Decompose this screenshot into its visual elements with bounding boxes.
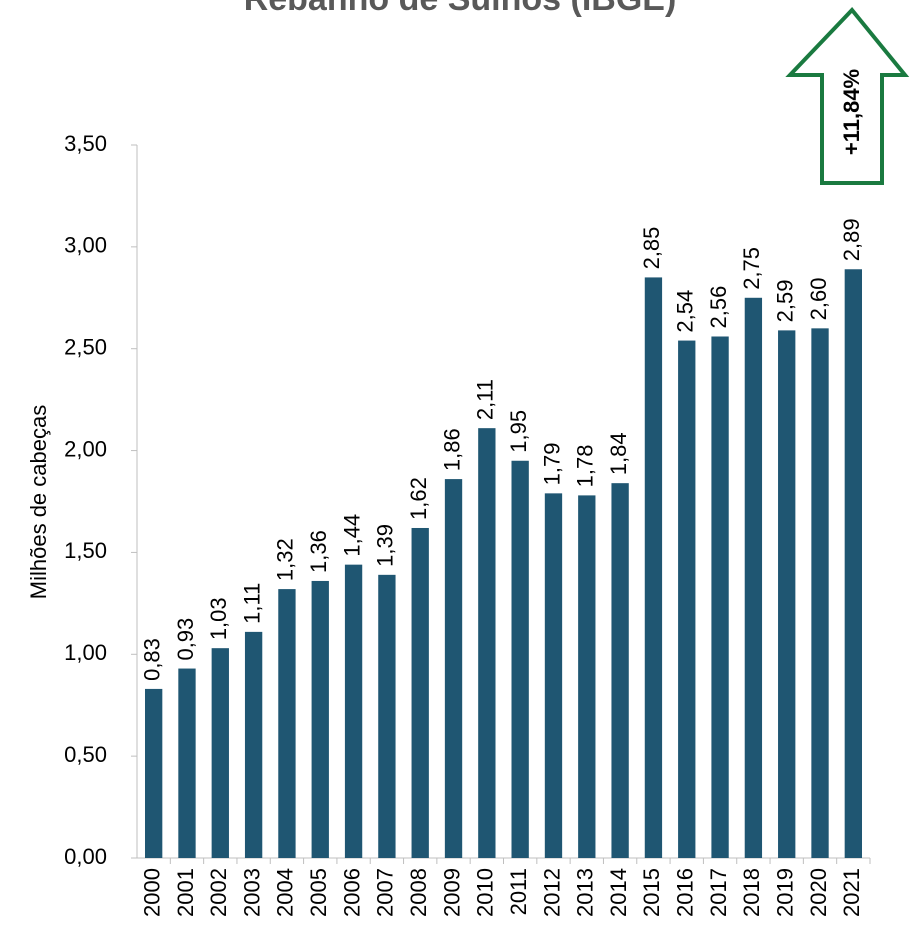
data-label: 2,54 [673, 290, 698, 333]
x-tick-label: 2016 [673, 868, 698, 917]
bar [178, 668, 196, 858]
bar [478, 428, 496, 858]
x-tick-label: 2010 [473, 868, 498, 917]
chart-title: Rebanho de Suínos (IBGE) [244, 0, 677, 18]
x-tick-label: 2005 [306, 868, 331, 917]
x-tick-label: 2000 [139, 868, 164, 917]
data-label: 2,85 [639, 227, 664, 270]
annotation-text: +11,84% [839, 69, 864, 155]
x-tick-label: 2007 [373, 868, 398, 917]
x-tick-label: 2013 [573, 868, 598, 917]
x-tick-label: 2021 [839, 868, 864, 917]
data-label: 1,03 [206, 597, 231, 640]
bar [544, 493, 563, 858]
y-axis-label: Milhões de cabeças [26, 405, 51, 599]
x-tick-label: 2012 [539, 868, 564, 917]
bar [344, 564, 363, 858]
y-tick-label: 1,00 [64, 640, 107, 665]
x-tick-label: 2011 [506, 868, 531, 915]
bar [578, 495, 596, 858]
bar [511, 460, 529, 858]
bar [644, 277, 663, 858]
bar [311, 580, 329, 858]
data-label: 2,60 [806, 278, 831, 321]
y-tick-label: 1,50 [64, 538, 107, 563]
data-label: 1,32 [273, 538, 298, 581]
y-tick-label: 3,00 [64, 233, 107, 258]
x-tick-label: 2017 [706, 868, 731, 917]
bar [611, 483, 629, 858]
data-label: 1,78 [573, 445, 598, 488]
bar [211, 648, 229, 858]
data-label: 1,79 [539, 443, 564, 486]
data-label: 1,84 [606, 432, 631, 475]
data-label: 1,11 [239, 583, 264, 624]
data-label: 1,39 [373, 524, 398, 567]
y-tick-label: 0,50 [64, 742, 107, 767]
y-tick-label: 3,50 [64, 131, 107, 156]
bar [244, 631, 263, 858]
bar [811, 328, 829, 858]
data-label: 1,44 [339, 514, 364, 557]
y-tick-label: 2,00 [64, 436, 107, 461]
annotation-arrow [785, 6, 910, 185]
bar [744, 297, 763, 858]
data-label: 1,86 [439, 428, 464, 471]
x-tick-label: 2002 [206, 868, 231, 917]
x-tick-label: 2008 [406, 868, 431, 917]
bar [678, 340, 696, 859]
x-tick-label: 2009 [439, 868, 464, 917]
data-label: 1,62 [406, 477, 431, 520]
y-tick-label: 0,00 [64, 844, 107, 869]
bar [844, 269, 863, 858]
data-label: 0,83 [139, 638, 164, 681]
bar [278, 589, 296, 858]
x-tick-label: 2014 [606, 868, 631, 917]
data-label: 1,36 [306, 530, 331, 573]
x-tick-label: 2001 [173, 868, 198, 917]
bar [711, 336, 729, 858]
x-tick-label: 2019 [773, 868, 798, 917]
x-tick-label: 2018 [739, 868, 764, 917]
data-label: 2,59 [773, 280, 798, 323]
data-label: 2,89 [839, 218, 864, 261]
bar [378, 574, 396, 858]
x-tick-label: 2003 [239, 868, 264, 917]
data-label: 2,75 [739, 247, 764, 290]
x-tick-label: 2006 [339, 868, 364, 917]
data-label: 1,95 [506, 410, 531, 453]
data-label: 2,56 [706, 286, 731, 329]
bar [444, 479, 463, 858]
data-label: 2,11 [473, 379, 498, 420]
bar [411, 527, 429, 858]
x-tick-label: 2004 [273, 868, 298, 917]
x-tick-label: 2015 [639, 868, 664, 917]
y-tick-label: 2,50 [64, 335, 107, 360]
x-tick-label: 2020 [806, 868, 831, 917]
data-label: 0,93 [173, 618, 198, 661]
bar [778, 330, 796, 858]
bar [144, 688, 163, 858]
